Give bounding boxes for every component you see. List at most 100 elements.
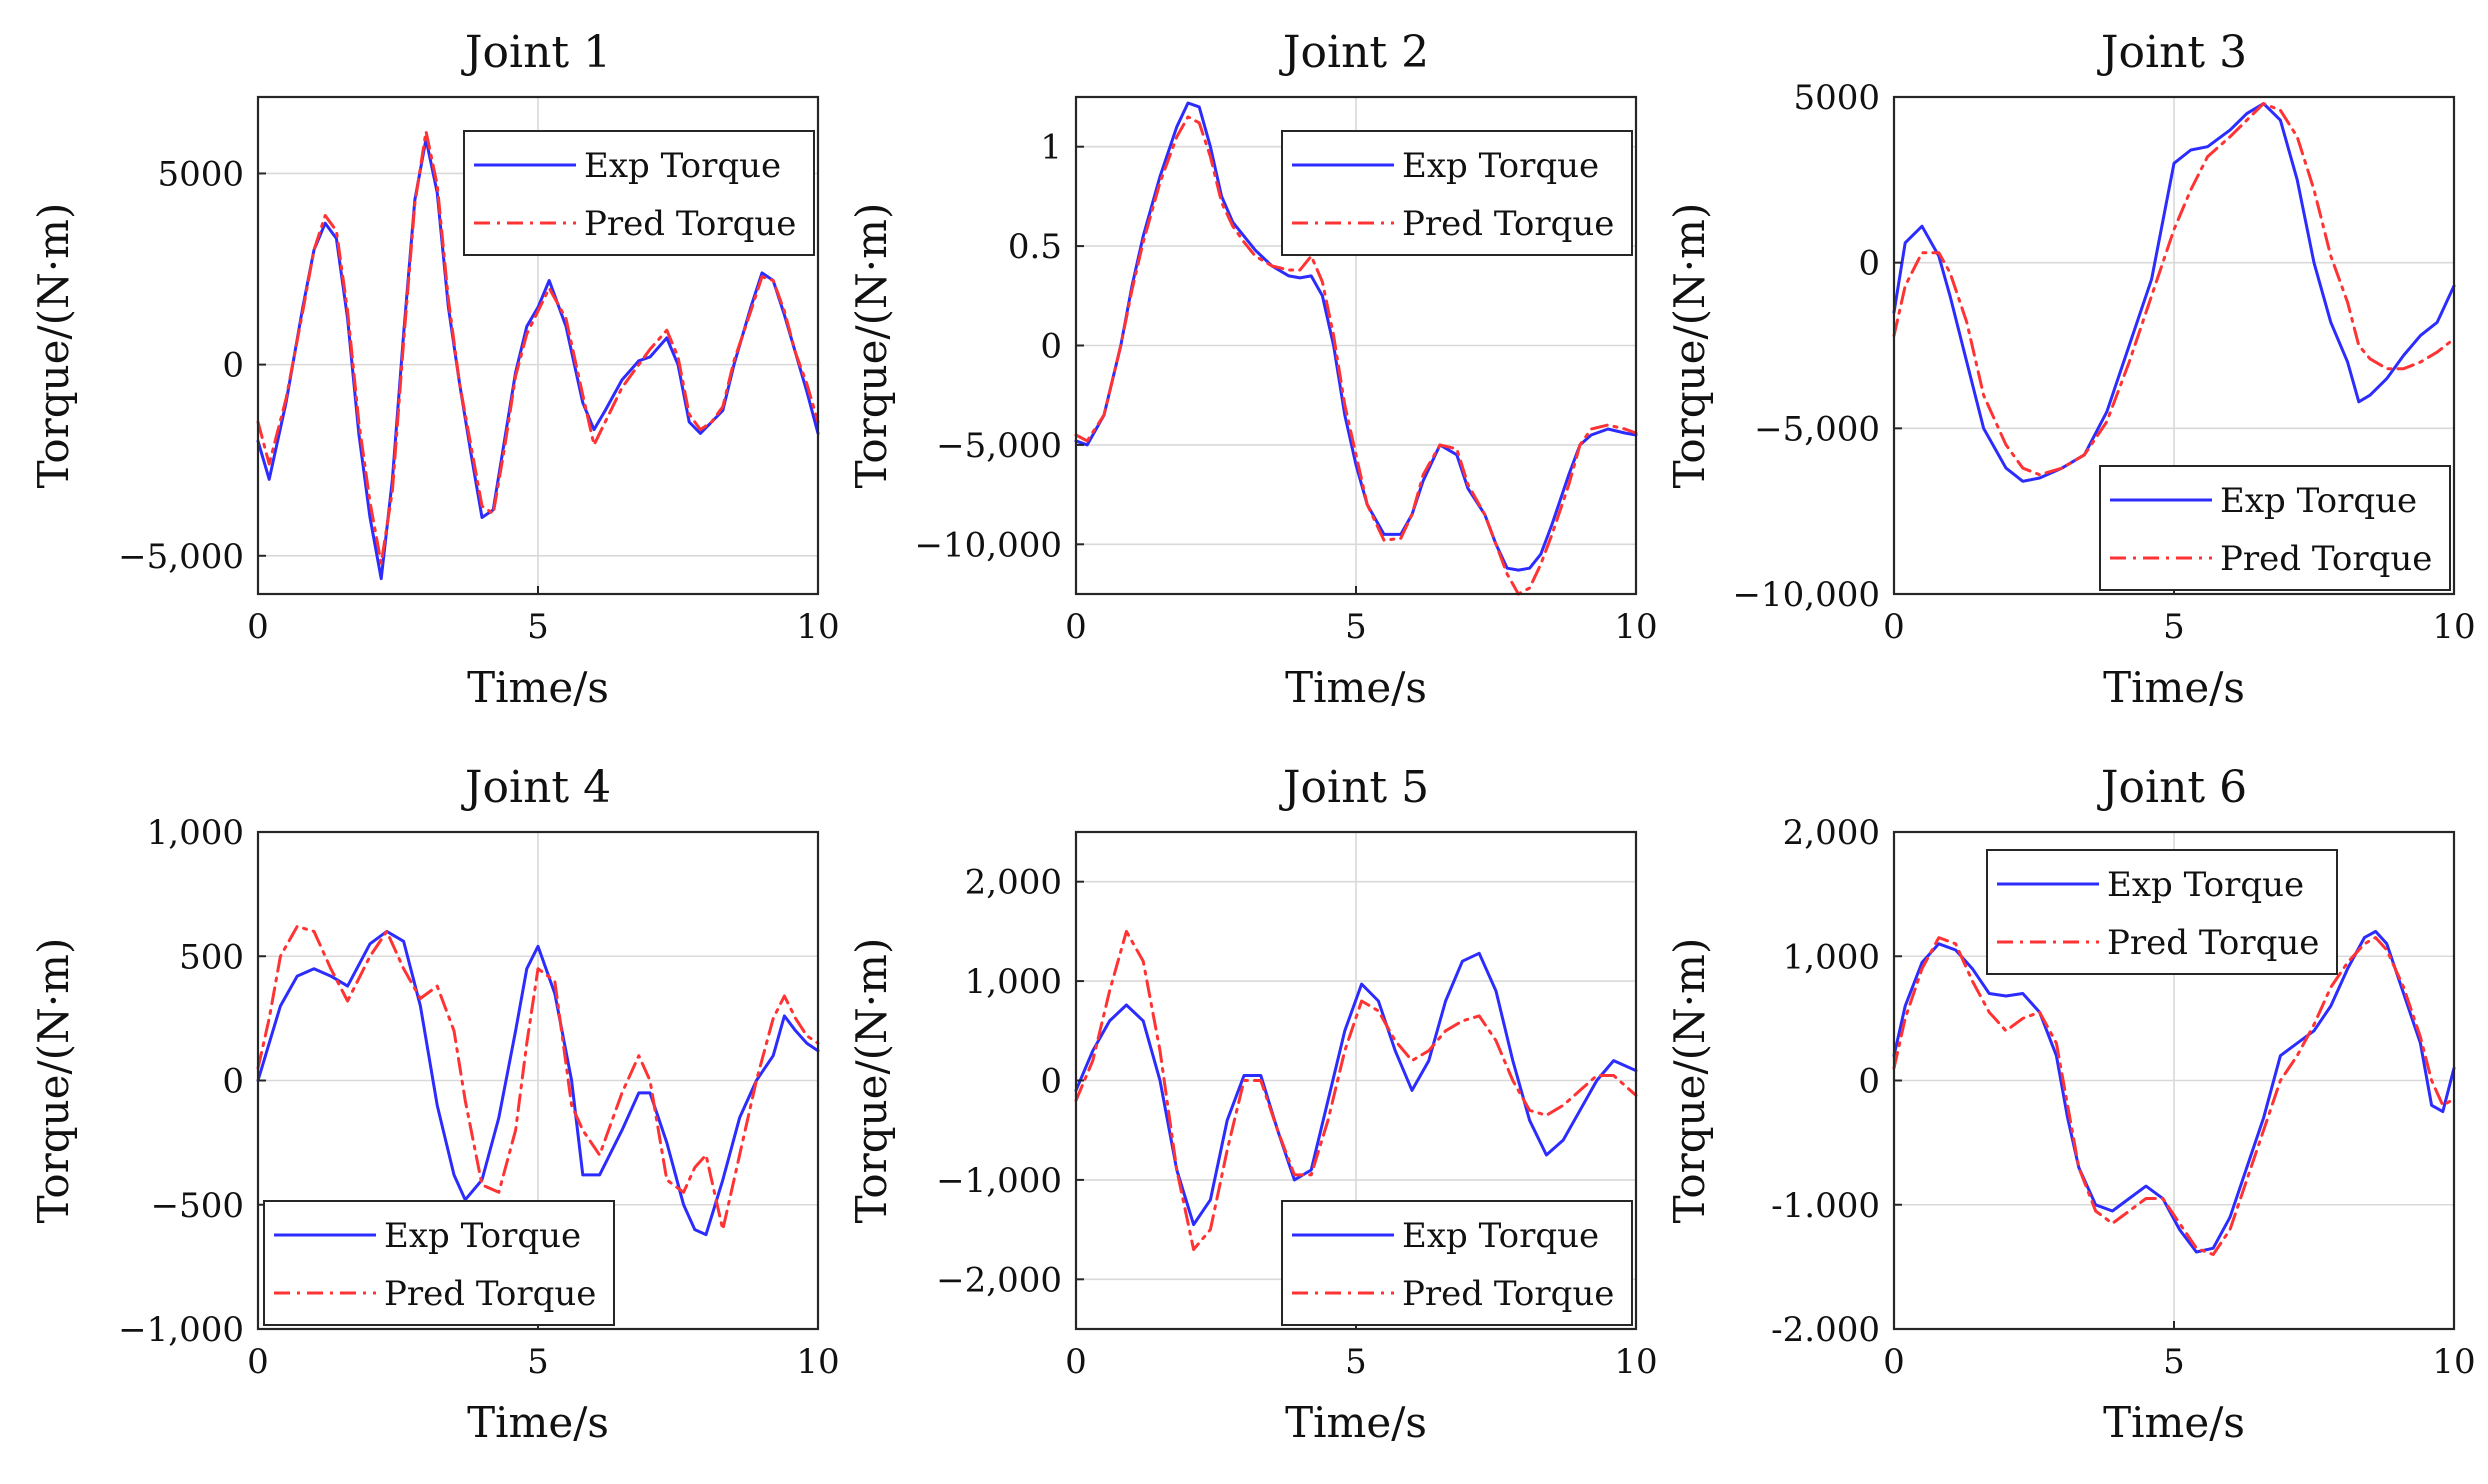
- pred-torque-line: [256, 129, 820, 565]
- y-axis-label: Torque/(N·m): [847, 938, 896, 1224]
- chart-title: Joint 4: [461, 762, 611, 813]
- legend: Exp Torque Pred Torque: [1986, 849, 2338, 975]
- legend: Exp Torque Pred Torque: [263, 1200, 615, 1326]
- legend-label: Exp Torque: [384, 1216, 581, 1256]
- y-axis-label: Torque/(N·m): [29, 203, 78, 489]
- x-tick-label: 10: [1614, 1342, 1657, 1382]
- x-tick-label: 0: [247, 607, 269, 647]
- legend: Exp Torque Pred Torque: [1281, 1200, 1633, 1326]
- y-tick-label: −5,000: [118, 537, 244, 577]
- legend-box: [263, 1200, 615, 1326]
- y-tick-label: −5,000: [936, 426, 1062, 466]
- pred-torque-line: [1074, 115, 1638, 596]
- legend-label: Pred Torque: [584, 204, 796, 244]
- x-axis-label: Time/s: [1285, 663, 1427, 712]
- legend-label: Pred Torque: [2220, 539, 2432, 579]
- x-tick-label: 10: [796, 607, 839, 647]
- x-tick-label: 5: [527, 607, 549, 647]
- x-tick-label: 0: [1883, 1342, 1905, 1382]
- x-tick-label: 5: [2163, 1342, 2185, 1382]
- x-tick-label: 10: [2432, 1342, 2475, 1382]
- x-tick-label: 10: [1614, 607, 1657, 647]
- chart-joint-5: 0 5 10 −2,000 −1,000 0 1,000 2,000 Joint 5 Time/s…: [847, 762, 1658, 1447]
- legend-label: Exp Torque: [2107, 865, 2304, 905]
- pred-torque-line: [1074, 929, 1638, 1251]
- x-tick-label: 5: [527, 1342, 549, 1382]
- legend-box: [463, 130, 815, 256]
- pred-torque-line: [256, 924, 820, 1232]
- chart-title: Joint 3: [2097, 27, 2247, 78]
- x-axis-label: Time/s: [2103, 1398, 2245, 1447]
- y-tick-label: −5,000: [1754, 409, 1880, 449]
- chart-joint-3: 0 5 10 −10,000 −5,000 0 5000 Joint 3 Time/s Torqu…: [1665, 27, 2476, 712]
- chart-title: Joint 6: [2097, 762, 2247, 813]
- exp-torque-line: [1074, 101, 1638, 572]
- legend-label: Pred Torque: [2107, 923, 2319, 963]
- y-tick-label: 500: [179, 937, 244, 977]
- x-axis-label: Time/s: [2103, 663, 2245, 712]
- y-tick-label: 0: [222, 346, 244, 386]
- legend: Exp Torque Pred Torque: [2099, 465, 2451, 591]
- y-tick-label: 2,000: [1783, 813, 1880, 853]
- y-axis-label: Torque/(N·m): [1665, 938, 1714, 1224]
- x-tick-label: 0: [1883, 607, 1905, 647]
- legend-label: Pred Torque: [384, 1274, 596, 1314]
- y-tick-label: 1,000: [1783, 937, 1880, 977]
- y-tick-label: 1,000: [147, 813, 244, 853]
- x-tick-label: 10: [796, 1342, 839, 1382]
- x-tick-label: 5: [1345, 607, 1367, 647]
- legend-box: [2099, 465, 2451, 591]
- y-axis-label: Torque/(N·m): [847, 203, 896, 489]
- legend-label: Exp Torque: [1402, 146, 1599, 186]
- legend-label: Pred Torque: [1402, 204, 1614, 244]
- legend-label: Exp Torque: [584, 146, 781, 186]
- legend: Exp Torque Pred Torque: [463, 130, 815, 256]
- y-tick-label: 0: [1040, 327, 1062, 367]
- y-tick-label: −10,000: [915, 525, 1062, 565]
- legend-box: [1281, 130, 1633, 256]
- x-tick-label: 5: [1345, 1342, 1367, 1382]
- y-tick-label: −10,000: [1733, 575, 1880, 615]
- y-tick-label: 1: [1040, 128, 1062, 168]
- y-tick-label: −1,000: [936, 1161, 1062, 1201]
- pred-torque-line: [1892, 102, 2456, 477]
- legend-box: [1281, 1200, 1633, 1326]
- chart-title: Joint 1: [461, 27, 611, 78]
- y-tick-label: 0: [1040, 1062, 1062, 1102]
- exp-torque-line: [1074, 951, 1638, 1227]
- chart-joint-6: 0 5 10 -2.000 -1.000 0 1,000 2,000 Joint 6 Time/s…: [1665, 762, 2476, 1447]
- x-axis-label: Time/s: [1285, 1398, 1427, 1447]
- x-tick-label: 0: [247, 1342, 269, 1382]
- y-tick-label: −1,000: [118, 1310, 244, 1350]
- y-tick-label: 0: [1858, 244, 1880, 284]
- exp-torque-line: [1892, 929, 2456, 1254]
- y-tick-label: 1,000: [965, 962, 1062, 1002]
- chart-joint-2: 0 5 10 −10,000 −5,000 0 0.5 1 Joint 2 Time/s Torqu…: [847, 27, 1658, 712]
- y-tick-label: 5000: [157, 154, 244, 194]
- y-tick-label: 2,000: [965, 863, 1062, 903]
- y-tick-label: −2,000: [936, 1260, 1062, 1300]
- x-tick-label: 10: [2432, 607, 2475, 647]
- x-tick-label: 0: [1065, 1342, 1087, 1382]
- y-tick-label: 0: [1858, 1062, 1880, 1102]
- x-axis-label: Time/s: [467, 1398, 609, 1447]
- pred-torque-line: [1892, 936, 2456, 1256]
- chart-title: Joint 5: [1279, 762, 1429, 813]
- y-axis-label: Torque/(N·m): [1665, 203, 1714, 489]
- legend-box: [1986, 849, 2338, 975]
- exp-torque-line: [1892, 102, 2456, 483]
- x-axis-label: Time/s: [467, 663, 609, 712]
- y-tick-label: 0.5: [1008, 227, 1062, 267]
- y-tick-label: 5000: [1793, 78, 1880, 118]
- exp-torque-line: [256, 929, 820, 1237]
- legend-label: Exp Torque: [1402, 1216, 1599, 1256]
- x-tick-label: 0: [1065, 607, 1087, 647]
- x-tick-label: 5: [2163, 607, 2185, 647]
- chart-title: Joint 2: [1279, 27, 1429, 78]
- legend-label: Pred Torque: [1402, 1274, 1614, 1314]
- legend: Exp Torque Pred Torque: [1281, 130, 1633, 256]
- y-tick-label: -2.000: [1771, 1310, 1880, 1350]
- y-axis-label: Torque/(N·m): [29, 938, 78, 1224]
